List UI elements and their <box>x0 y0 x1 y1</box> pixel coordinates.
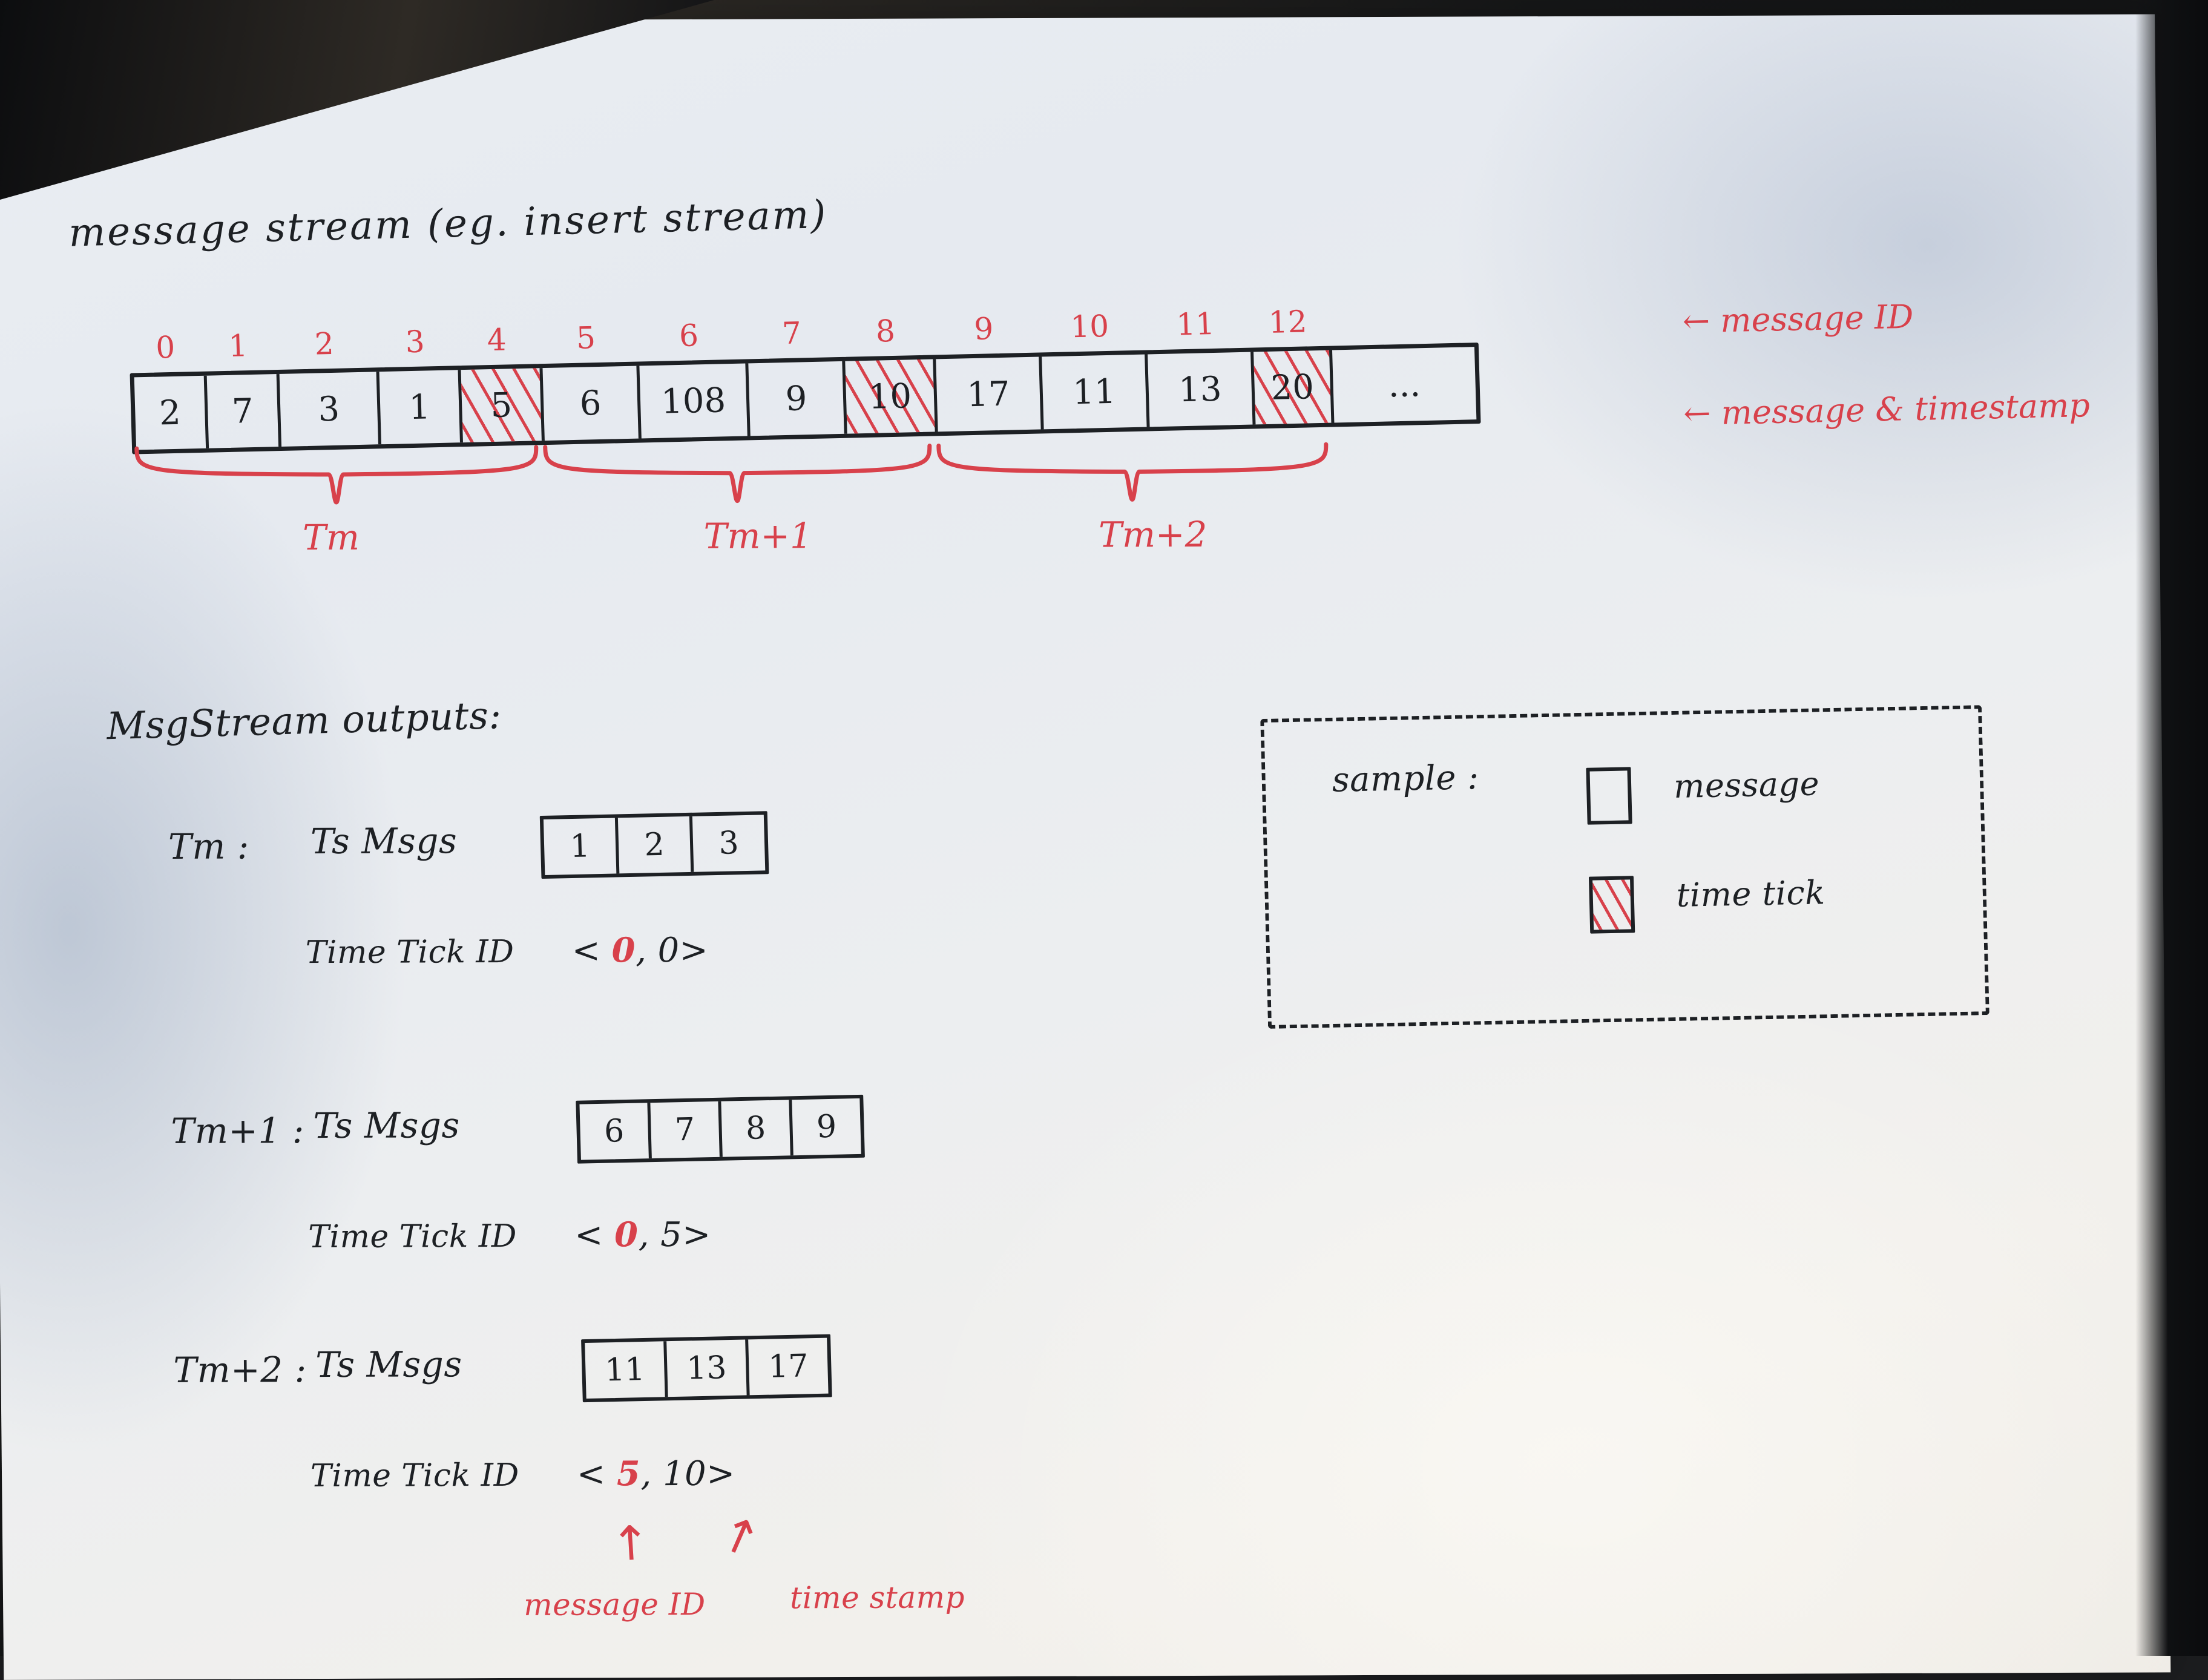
brace-0 <box>134 445 539 505</box>
tick-open-0: < <box>571 931 601 971</box>
legend-box: sample : message time tick <box>1260 705 1990 1029</box>
output-msg-cell-1-2: 8 <box>721 1100 794 1157</box>
tick-comma-1: , <box>638 1215 661 1255</box>
tick-sp1-1 <box>603 1215 614 1255</box>
output-msg-cell-2-0: 11 <box>585 1341 668 1399</box>
brace-label-1: Tm+1 <box>703 515 813 557</box>
stream-cell-11: 13 <box>1148 352 1256 427</box>
stream-index-10: 10 <box>1070 308 1109 345</box>
stream-cell-13: ... <box>1387 364 1421 405</box>
tick-message-id-0: 0 <box>611 930 636 971</box>
stream-cell-7: 9 <box>748 361 847 436</box>
legend-label-1: time tick <box>1675 873 1826 914</box>
stream-index-2: 2 <box>314 326 335 362</box>
output-window-label-2: Tm+2 : <box>173 1349 307 1391</box>
tick-sp1-0 <box>600 931 612 970</box>
stream-cell-3: 1 <box>379 370 463 445</box>
stream-cell-10: 11 <box>1042 354 1150 430</box>
outputs-heading: MsgStream outputs: <box>106 693 502 749</box>
legend-item-1: time tick <box>1588 872 1826 934</box>
timetick-swatch <box>1588 876 1635 934</box>
stream-index-0: 0 <box>155 329 176 366</box>
desk-right-edge <box>2135 0 2208 1656</box>
stream-index-5: 5 <box>576 320 596 356</box>
output-msg-cell-1-0: 6 <box>579 1103 652 1160</box>
stream-cell-1: 7 <box>206 373 282 448</box>
output-msg-cell-0-0: 1 <box>543 818 620 875</box>
tick-timestamp-1: 5 <box>660 1215 683 1255</box>
tick-comma-0: , <box>635 931 658 971</box>
footnote-timestamp: time stamp <box>789 1580 965 1616</box>
output-tick-tuple-1: < 0, 5> <box>574 1215 711 1255</box>
output-msg-cell-1-1: 7 <box>650 1101 723 1159</box>
legend-heading: sample : <box>1331 758 1480 800</box>
legend-items: message time tick <box>1264 709 1978 934</box>
tick-close-0: > <box>679 930 709 970</box>
output-tick-label-0: Time Tick ID <box>305 933 514 971</box>
tick-close-2: > <box>706 1454 735 1494</box>
output-msgs-label-1: Ts Msgs <box>313 1104 461 1147</box>
time-window-braces: Tm Tm+1 Tm+2 <box>0 15 2155 558</box>
footnote-message-id: message ID <box>523 1586 706 1623</box>
brace-label-0: Tm <box>302 516 360 559</box>
stream-cell-2: 3 <box>279 372 382 447</box>
output-window-label-0: Tm : <box>168 825 250 867</box>
stream-index-7: 7 <box>781 315 802 352</box>
output-msg-cell-1-3: 9 <box>816 1108 837 1146</box>
tick-comma-2: , <box>640 1454 663 1494</box>
stream-index-9: 9 <box>973 311 994 347</box>
output-msgs-box-2: 11 13 17 <box>581 1334 832 1403</box>
stream-cell-5: 6 <box>542 366 642 441</box>
annotation-message-id: ← message ID <box>1682 297 1914 341</box>
brace-1 <box>543 444 932 504</box>
stream-index-4: 4 <box>486 322 507 358</box>
output-tick-label-2: Time Tick ID <box>310 1457 520 1495</box>
stream-index-13 <box>1326 287 1470 338</box>
annotation-message-timestamp: ← message & timestamp <box>1683 386 2091 433</box>
page-title: message stream (eg. insert stream) <box>68 192 829 256</box>
stream-cell-12: 20 <box>1254 350 1335 425</box>
stream-index-1: 1 <box>228 328 248 364</box>
stream-cell-9: 17 <box>936 356 1044 432</box>
tick-timestamp-0: 0 <box>657 930 680 971</box>
timestamp-arrow-icon: ↑ <box>710 1504 769 1570</box>
stream-cell-4: 5 <box>461 368 545 443</box>
stream-index-8: 8 <box>875 313 896 349</box>
output-tick-tuple-2: < 5, 10> <box>577 1454 735 1494</box>
output-msgs-label-0: Ts Msgs <box>310 820 458 862</box>
stream-cell-6: 108 <box>639 363 751 439</box>
tick-open-1: < <box>574 1215 604 1255</box>
output-msg-cell-2-1: 13 <box>666 1339 750 1397</box>
tick-sp1-2 <box>605 1454 617 1494</box>
tick-message-id-1: 0 <box>614 1215 639 1255</box>
tick-timestamp-2: 10 <box>662 1454 707 1494</box>
brace-2 <box>936 442 1329 502</box>
legend-item-0: message <box>1586 763 1820 825</box>
legend-label-0: message <box>1673 764 1820 806</box>
output-window-label-1: Tm+1 : <box>171 1110 305 1152</box>
output-msg-cell-0-1: 2 <box>617 816 694 874</box>
tick-close-1: > <box>682 1215 711 1255</box>
stream-index-3: 3 <box>404 324 426 360</box>
stream-cell-0: 2 <box>134 375 209 450</box>
message-stream-diagram: 0 1 2 3 4 5 6 7 8 9 10 11 12 2 7 3 1 5 6 108 9 10 17 11 13 20... <box>130 304 1481 454</box>
output-msg-cell-2-2: 17 <box>767 1348 809 1385</box>
tick-message-id-2: 5 <box>616 1454 641 1494</box>
brace-label-2: Tm+2 <box>1098 513 1208 556</box>
message-id-arrow-icon: ↑ <box>609 1515 652 1573</box>
output-msg-cell-0-2: 3 <box>718 825 740 862</box>
tick-open-2: < <box>576 1454 606 1494</box>
stream-index-11: 11 <box>1175 306 1215 343</box>
output-msgs-label-2: Ts Msgs <box>315 1344 462 1386</box>
stream-index-12: 12 <box>1268 304 1308 340</box>
message-swatch <box>1586 767 1632 825</box>
output-tick-label-1: Time Tick ID <box>308 1218 518 1256</box>
output-tick-tuple-0: < 0, 0> <box>571 930 709 971</box>
stream-cell-8: 10 <box>845 359 938 434</box>
stream-index-6: 6 <box>678 318 699 353</box>
